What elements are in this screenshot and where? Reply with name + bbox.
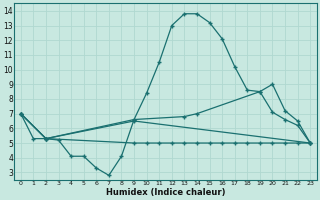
X-axis label: Humidex (Indice chaleur): Humidex (Indice chaleur) [106, 188, 225, 197]
